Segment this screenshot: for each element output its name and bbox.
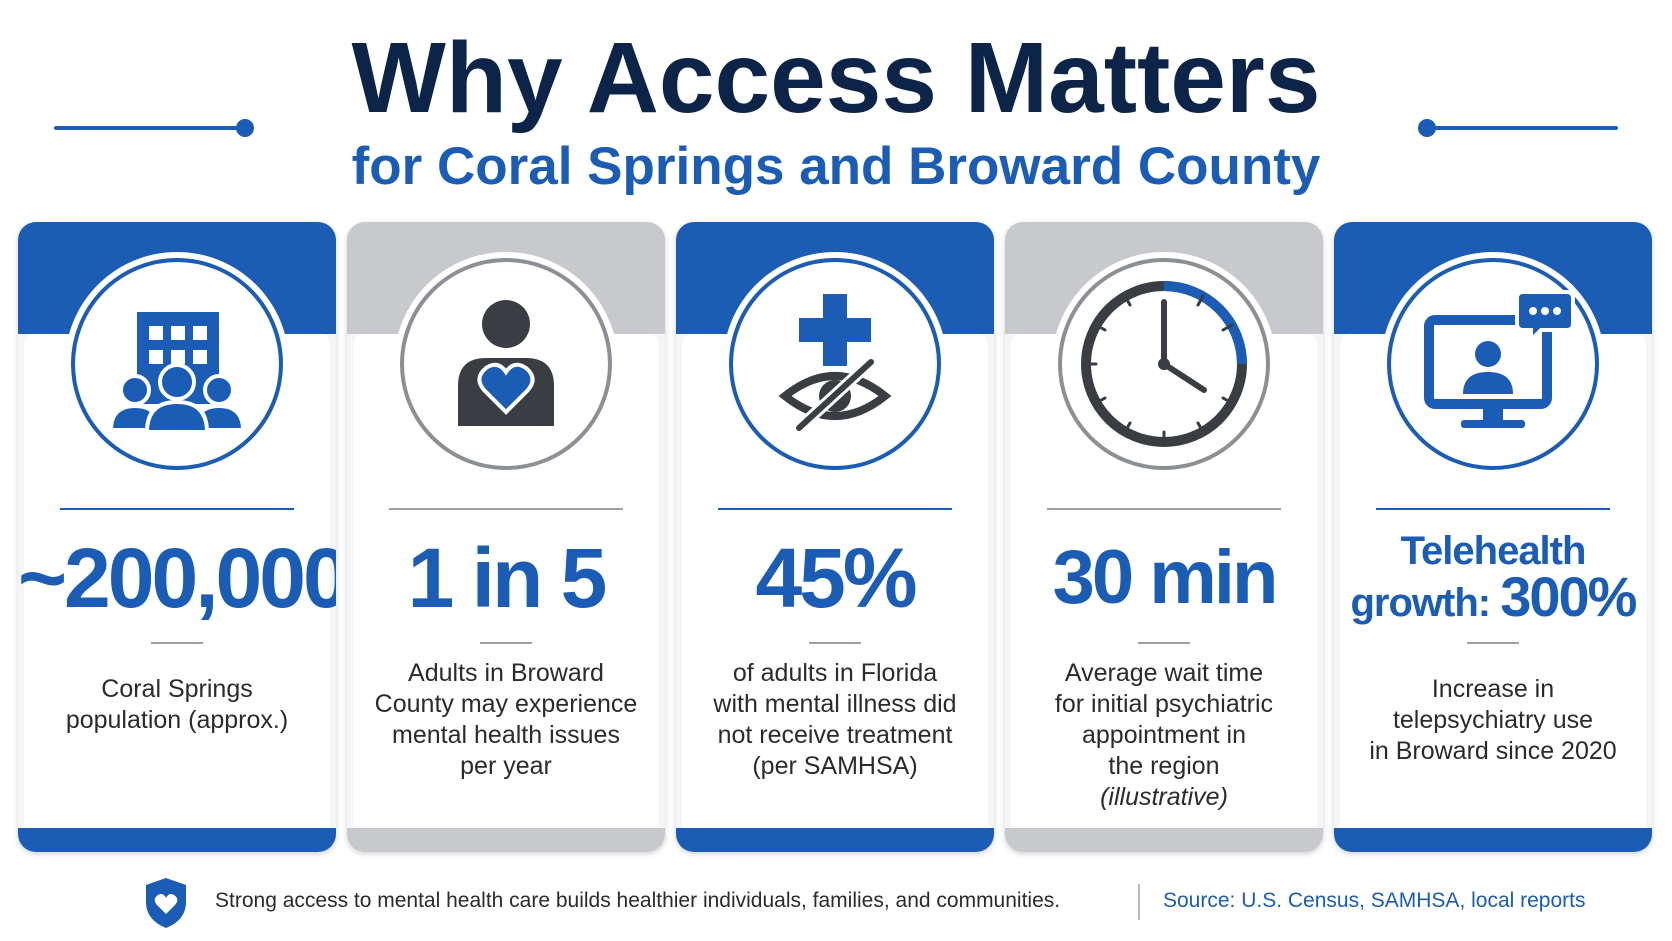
- icon-circle: [1058, 258, 1270, 470]
- description-line: Increase in: [1431, 675, 1555, 703]
- description-line: appointment in: [1081, 721, 1246, 749]
- telehealth-monitor-icon: [1424, 290, 1575, 428]
- card-footer-band: [18, 828, 336, 852]
- card-divider: [1376, 508, 1610, 510]
- description-line: Coral Springs: [101, 675, 253, 703]
- card-divider: [1047, 508, 1281, 510]
- stat-divider: [1138, 642, 1190, 644]
- stat-description: Coral Springs population (approx.): [38, 674, 316, 736]
- stat-divider: [151, 642, 203, 644]
- stat-line-growth-value: 300%: [1500, 565, 1637, 628]
- description-line: Average wait time: [1064, 659, 1264, 687]
- illustrative-note: (illustrative): [1100, 783, 1228, 811]
- description-line: population (approx.): [65, 706, 289, 734]
- title-decoration-left-line: [54, 126, 240, 130]
- icon-circle: [729, 258, 941, 470]
- description-line: mental health issues: [392, 721, 620, 749]
- person-heart-icon: [458, 300, 554, 426]
- stat-divider: [1467, 642, 1519, 644]
- stat-divider: [809, 642, 861, 644]
- stat-value: 45%: [755, 531, 917, 625]
- city-population-icon: [108, 312, 246, 434]
- stat-card-wait-time: 30 min Average wait time for initial psy…: [1005, 222, 1323, 852]
- description-line: County may experience: [374, 690, 638, 718]
- stat-card-population: ~200,000 Coral Springs population (appro…: [18, 222, 336, 852]
- icon-circle: [400, 258, 612, 470]
- description-line: in Broward since 2020: [1369, 737, 1617, 765]
- clock-icon: [1081, 281, 1247, 447]
- card-footer-band: [347, 828, 665, 852]
- card-footer-band: [1005, 828, 1323, 852]
- card-footer-band: [676, 828, 994, 852]
- stat-description: Adults in Broward County may experience …: [367, 658, 645, 782]
- footer-divider: [1138, 884, 1140, 920]
- stat-description: of adults in Florida with mental illness…: [696, 658, 974, 782]
- page-title: Why Access Matters: [351, 22, 1321, 134]
- description-line: per year: [460, 752, 552, 780]
- stat-line-telehealth: Telehealth: [1400, 529, 1587, 573]
- stat-divider: [480, 642, 532, 644]
- header: Why Access Matters: [0, 18, 1672, 138]
- description-line: of adults in Florida: [732, 659, 938, 687]
- description-line: not receive treatment: [717, 721, 953, 749]
- description-line: with mental illness did: [713, 690, 957, 718]
- stat-value: 1 in 5: [407, 531, 608, 625]
- description-line: the region: [1108, 752, 1220, 780]
- stat-value: Telehealth growth: 300%: [1334, 528, 1652, 626]
- icon-circle: [71, 258, 283, 470]
- description-line: (per SAMHSA): [752, 752, 918, 780]
- title-decoration-right-dot: [1418, 119, 1436, 137]
- card-divider: [389, 508, 623, 510]
- card-divider: [60, 508, 294, 510]
- stat-value: ~200,000: [18, 531, 336, 625]
- page-subtitle: for Coral Springs and Broward County: [351, 137, 1321, 196]
- title-decoration-right-line: [1432, 126, 1618, 130]
- footer-message: Strong access to mental health care buil…: [215, 889, 1061, 912]
- card-divider: [718, 508, 952, 510]
- icon-circle: [1387, 258, 1599, 470]
- stat-card-adults-mental-health: 1 in 5 Adults in Broward County may expe…: [347, 222, 665, 852]
- medical-cross-hidden-eye-icon: [778, 294, 892, 433]
- stat-card-untreated: 45% of adults in Florida with mental ill…: [676, 222, 994, 852]
- stat-line-growth-label: growth:: [1350, 581, 1492, 625]
- title-decoration-left-dot: [236, 119, 254, 137]
- stat-value: 30 min: [1052, 535, 1279, 620]
- card-footer-band: [1334, 828, 1652, 852]
- footer-source: Source: U.S. Census, SAMHSA, local repor…: [1163, 889, 1586, 912]
- description-line: telepsychiatry use: [1392, 706, 1594, 734]
- description-line: Adults in Broward: [408, 659, 604, 687]
- stat-description: Average wait time for initial psychiatri…: [1025, 658, 1303, 813]
- shield-heart-icon: [146, 878, 186, 928]
- footer: Strong access to mental health care buil…: [0, 868, 1672, 928]
- description-line: for initial psychiatric: [1054, 690, 1274, 718]
- stat-description: Increase in telepsychiatry use in Browar…: [1354, 674, 1632, 767]
- stat-card-telehealth: Telehealth growth: 300% Increase in tele…: [1334, 222, 1652, 852]
